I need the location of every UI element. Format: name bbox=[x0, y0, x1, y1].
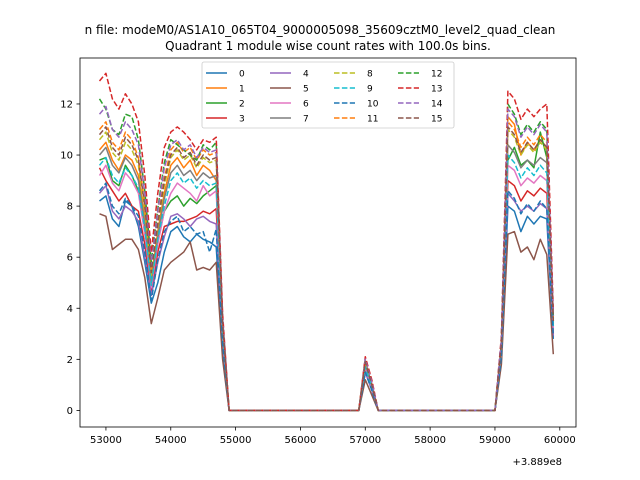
x-tick-label-54000: 54000 bbox=[155, 435, 187, 446]
legend-label-1: 1 bbox=[239, 85, 245, 95]
legend-label-15: 15 bbox=[431, 115, 442, 125]
figure-suptitle: n file: modeM0/AS1A10_065T04_9000005098_… bbox=[85, 23, 556, 37]
legend-box bbox=[201, 61, 455, 129]
legend-label-7: 7 bbox=[303, 115, 309, 125]
series-line-15 bbox=[98, 126, 555, 412]
legend-label-14: 14 bbox=[431, 100, 443, 110]
series-line-4 bbox=[98, 184, 555, 412]
series-line-9 bbox=[98, 154, 555, 412]
legend-label-2: 2 bbox=[239, 100, 245, 110]
legend-label-4: 4 bbox=[303, 70, 309, 80]
axes-frame bbox=[79, 57, 577, 428]
x-tick-label-60000: 60000 bbox=[544, 435, 576, 446]
legend-label-0: 0 bbox=[239, 70, 245, 80]
legend-label-10: 10 bbox=[367, 100, 379, 110]
series-line-7 bbox=[98, 144, 555, 412]
x-offset-label: +3.889e8 bbox=[512, 457, 562, 468]
legend-label-6: 6 bbox=[303, 100, 309, 110]
legend-label-11: 11 bbox=[367, 115, 378, 125]
series-line-10 bbox=[98, 182, 555, 412]
y-tick-label-6: 6 bbox=[67, 253, 73, 264]
x-tick-label-57000: 57000 bbox=[349, 435, 381, 446]
chart-title: Quadrant 1 module wise count rates with … bbox=[165, 39, 491, 53]
y-tick-label-12: 12 bbox=[60, 99, 73, 110]
x-tick-label-55000: 55000 bbox=[220, 435, 252, 446]
legend-label-13: 13 bbox=[431, 85, 442, 95]
y-tick-label-8: 8 bbox=[67, 202, 73, 213]
plot-area bbox=[98, 72, 555, 412]
series-line-8 bbox=[98, 128, 555, 412]
legend-label-12: 12 bbox=[431, 70, 442, 80]
series-line-6 bbox=[98, 164, 555, 412]
y-tick-label-0: 0 bbox=[67, 406, 73, 417]
legend-label-8: 8 bbox=[367, 70, 373, 80]
y-tick-label-2: 2 bbox=[67, 355, 73, 366]
legend-label-3: 3 bbox=[239, 115, 245, 125]
x-tick-label-58000: 58000 bbox=[414, 435, 446, 446]
x-tick-label-53000: 53000 bbox=[90, 435, 122, 446]
y-tick-label-10: 10 bbox=[60, 151, 73, 162]
legend-label-9: 9 bbox=[367, 85, 373, 95]
y-tick-label-4: 4 bbox=[67, 304, 73, 315]
legend-label-5: 5 bbox=[303, 85, 309, 95]
x-tick-label-59000: 59000 bbox=[479, 435, 511, 446]
axes: 53000 54000 55000 56000 57000 58000 59000 60000… bbox=[60, 57, 577, 446]
x-tick-label-56000: 56000 bbox=[285, 435, 317, 446]
series-line-12 bbox=[98, 98, 555, 412]
